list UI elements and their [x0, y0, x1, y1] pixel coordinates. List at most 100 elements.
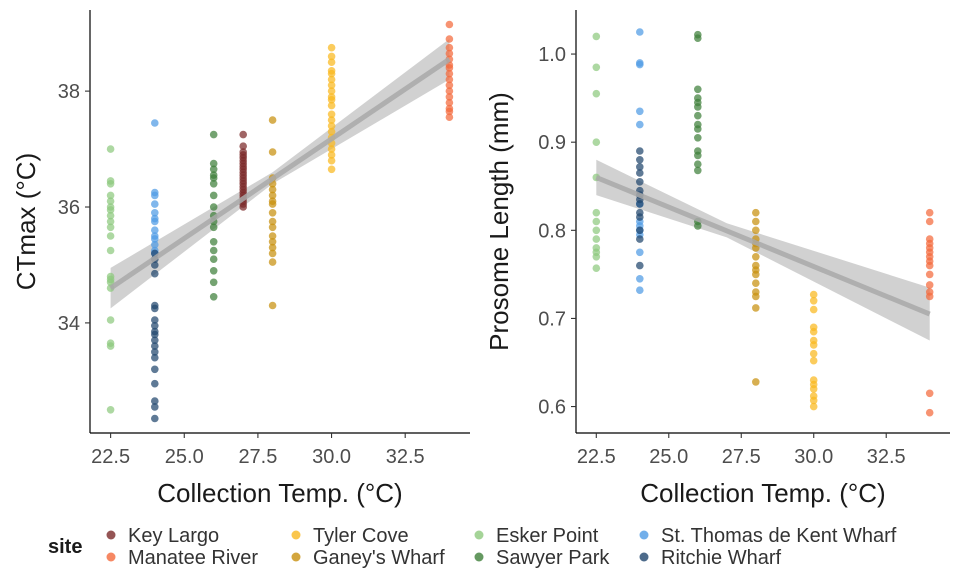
legend-label: Manatee River	[128, 547, 258, 569]
data-point	[239, 142, 247, 150]
data-point	[106, 217, 115, 226]
x-tick-label: 32.5	[867, 446, 906, 468]
data-point	[268, 191, 277, 200]
series-ritchie-wharf	[151, 249, 159, 423]
data-point	[209, 255, 218, 263]
data-point	[151, 342, 159, 350]
data-point	[327, 52, 336, 61]
data-point	[209, 180, 218, 188]
data-point	[327, 96, 336, 104]
right-panel: 22.5 25.0 27.5 30.0 32.5 0.6 0.7 0.8 0.9 1.0 Colle…	[484, 10, 950, 508]
data-point	[592, 217, 601, 226]
data-point	[636, 28, 644, 36]
data-point	[445, 75, 454, 84]
legend-label: St. Thomas de Kent Wharf	[661, 525, 897, 547]
data-point	[445, 69, 454, 78]
legend-label: Tyler Cove	[313, 525, 409, 547]
data-point	[694, 125, 702, 133]
legend-label: Key Largo	[128, 525, 219, 547]
data-point	[151, 414, 159, 423]
data-point	[209, 278, 218, 287]
data-point	[636, 213, 644, 221]
x-tick-label: 22.5	[91, 446, 130, 468]
data-point	[151, 322, 159, 330]
data-point	[151, 365, 159, 374]
x-axis-title: Collection Temp. (°C)	[640, 478, 885, 508]
y-tick-label: 0.8	[538, 220, 566, 242]
data-point	[694, 160, 702, 168]
series-esker-point	[106, 145, 115, 414]
data-point	[327, 110, 336, 119]
data-point	[445, 87, 454, 95]
data-point	[268, 148, 277, 156]
data-point	[925, 292, 934, 301]
series-ganey-s-wharf	[268, 116, 277, 310]
data-point	[636, 60, 644, 69]
data-point	[636, 163, 644, 171]
data-point	[327, 151, 336, 159]
x-axis-title: Collection Temp. (°C)	[157, 478, 402, 508]
data-point	[151, 336, 159, 345]
legend-item: St. Thomas de Kent Wharf	[639, 525, 897, 547]
data-point	[752, 304, 760, 312]
data-point	[151, 348, 159, 356]
data-point	[752, 252, 760, 261]
data-point	[209, 130, 218, 139]
series-ritchie-wharf	[636, 147, 644, 270]
data-point	[327, 116, 336, 124]
legend-key	[106, 530, 116, 540]
data-point	[636, 156, 644, 164]
data-point	[268, 238, 277, 246]
data-point	[636, 261, 644, 270]
legend-key	[291, 530, 301, 540]
data-point	[239, 130, 247, 139]
data-point	[151, 217, 159, 226]
data-point	[327, 75, 336, 84]
data-point	[636, 200, 644, 208]
y-axis-title: CTmax (°C)	[11, 153, 41, 291]
data-point	[592, 32, 601, 41]
data-point	[752, 226, 760, 235]
data-point	[592, 138, 601, 146]
data-point	[925, 208, 934, 217]
x-tick-label: 25.0	[165, 446, 204, 468]
data-point	[151, 200, 159, 208]
data-point	[327, 165, 336, 174]
data-point	[106, 246, 115, 255]
data-point	[327, 127, 336, 136]
series-manatee-river	[925, 208, 934, 417]
legend-item: Key Largo	[106, 525, 219, 547]
data-point	[636, 248, 644, 257]
data-point	[694, 151, 702, 160]
data-point	[592, 235, 601, 243]
data-point	[151, 304, 159, 313]
data-point	[268, 217, 277, 226]
data-point	[925, 270, 934, 279]
data-point	[925, 389, 934, 398]
data-point	[106, 180, 115, 188]
y-tick-label: 38	[58, 81, 80, 103]
data-point	[268, 200, 277, 208]
data-point	[151, 353, 159, 362]
data-point	[209, 203, 218, 211]
data-point	[636, 226, 644, 235]
data-point	[209, 174, 218, 182]
data-point	[445, 64, 454, 72]
data-point	[636, 107, 644, 116]
series-esker-point	[592, 32, 601, 273]
data-point	[106, 191, 115, 200]
data-point	[268, 116, 277, 124]
x-tick-label: 22.5	[577, 446, 616, 468]
data-point	[209, 267, 218, 275]
data-point	[592, 89, 601, 98]
data-point	[106, 206, 115, 214]
data-point	[752, 292, 760, 301]
data-point	[694, 166, 702, 175]
data-point	[636, 235, 644, 243]
data-point	[151, 226, 159, 234]
x-tick-label: 32.5	[386, 446, 425, 468]
legend-key	[639, 530, 649, 540]
data-point	[925, 217, 934, 226]
data-point	[636, 275, 644, 283]
